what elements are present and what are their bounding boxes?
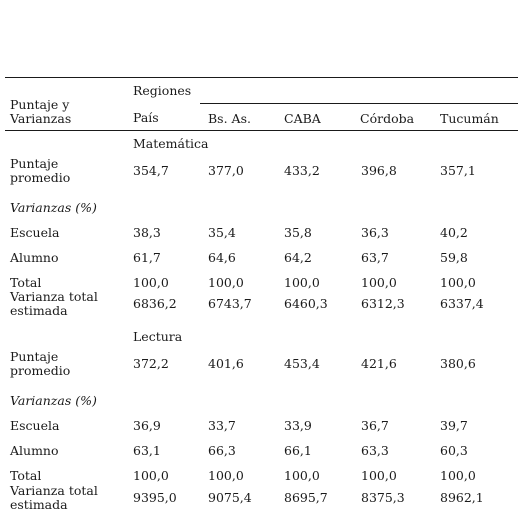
table-cell: 9395,0	[133, 490, 177, 505]
table-cell: 36,7	[361, 418, 389, 433]
column-header-pais: País	[133, 110, 159, 125]
table-cell: 40,2	[440, 225, 468, 240]
row-label: Varianzas (%)	[10, 201, 97, 215]
row-label-line: Total	[10, 275, 42, 290]
row-label-line: Varianzas (%)	[10, 200, 97, 215]
row-label-line: Escuela	[10, 418, 60, 433]
top-rule	[5, 77, 518, 78]
table-cell: 396,8	[361, 163, 397, 178]
table-cell: 9075,4	[208, 490, 252, 505]
table-cell: 33,7	[208, 418, 236, 433]
table-cell: 100,0	[361, 275, 397, 290]
table-cell: 38,3	[133, 225, 161, 240]
section-label: Matemática	[133, 136, 209, 151]
table-cell: 421,6	[361, 356, 397, 371]
row-label-line: Alumno	[10, 443, 59, 458]
row-label: Alumno	[10, 251, 59, 265]
column-header-cordoba: Córdoba	[360, 111, 415, 126]
table-cell: 60,3	[440, 443, 468, 458]
table-cell: 6743,7	[208, 296, 252, 311]
row-label-line: Alumno	[10, 250, 59, 265]
table-cell: 8375,3	[361, 490, 405, 505]
table-cell: 100,0	[208, 468, 244, 483]
table-cell: 66,1	[284, 443, 312, 458]
table-cell: 372,2	[133, 356, 169, 371]
table-cell: 64,6	[208, 250, 236, 265]
table-cell: 36,3	[361, 225, 389, 240]
table-cell: 35,4	[208, 225, 236, 240]
column-header-bs-as: Bs. As.	[208, 111, 251, 126]
table-cell: 433,2	[284, 163, 320, 178]
table-cell: 36,9	[133, 418, 161, 433]
table-cell: 453,4	[284, 356, 320, 371]
stub-header-line: Puntaje y	[10, 97, 70, 112]
table-cell: 66,3	[208, 443, 236, 458]
table-cell: 39,7	[440, 418, 468, 433]
row-label-line: Puntaje	[10, 349, 59, 364]
table-cell: 377,0	[208, 163, 244, 178]
row-label-line: Varianzas (%)	[10, 393, 97, 408]
table-cell: 100,0	[208, 275, 244, 290]
row-label-line: Total	[10, 468, 42, 483]
row-label-line: Varianza total	[10, 289, 98, 304]
table-cell: 64,2	[284, 250, 312, 265]
table-cell: 35,8	[284, 225, 312, 240]
row-label: Escuela	[10, 226, 59, 240]
table-cell: 33,9	[284, 418, 312, 433]
table-cell: 8695,7	[284, 490, 328, 505]
table-cell: 100,0	[284, 275, 320, 290]
table-cell: 357,1	[440, 163, 476, 178]
row-label-line: estimada	[10, 497, 68, 512]
row-label: Varianza total estimada	[10, 484, 98, 512]
column-header-tucuman: Tucumán	[440, 111, 499, 126]
table-cell: 100,0	[284, 468, 320, 483]
row-label-line: Varianza total	[10, 483, 98, 498]
table-cell: 6337,4	[440, 296, 484, 311]
column-header-caba: CABA	[284, 111, 321, 126]
stub-header-line: Varianzas	[10, 111, 72, 126]
row-label-line: promedio	[10, 170, 71, 185]
row-label: Total	[10, 276, 41, 290]
table-cell: 8962,1	[440, 490, 484, 505]
table-cell: 100,0	[361, 468, 397, 483]
regions-rule	[200, 103, 518, 104]
table-cell: 100,0	[440, 468, 476, 483]
table-cell: 6460,3	[284, 296, 328, 311]
header-bottom-rule	[5, 130, 518, 131]
table-cell: 63,3	[361, 443, 389, 458]
table-cell: 61,7	[133, 250, 161, 265]
row-label: Total	[10, 469, 41, 483]
table-cell: 100,0	[133, 468, 169, 483]
table-cell: 401,6	[208, 356, 244, 371]
table-cell: 63,7	[361, 250, 389, 265]
regions-header: Regiones	[133, 83, 192, 98]
row-label: Puntaje promedio	[10, 157, 70, 185]
row-label: Escuela	[10, 419, 59, 433]
row-label-line: Puntaje	[10, 156, 59, 171]
stub-header: Puntaje y Varianzas	[10, 98, 71, 126]
table-cell: 6312,3	[361, 296, 405, 311]
row-label: Alumno	[10, 444, 59, 458]
table-cell: 100,0	[133, 275, 169, 290]
table-cell: 380,6	[440, 356, 476, 371]
row-label: Varianza total estimada	[10, 290, 98, 318]
row-label-line: promedio	[10, 363, 71, 378]
row-label: Puntaje promedio	[10, 350, 70, 378]
row-label: Varianzas (%)	[10, 394, 97, 408]
table-cell: 6836,2	[133, 296, 177, 311]
section-label: Lectura	[133, 329, 183, 344]
table-cell: 63,1	[133, 443, 161, 458]
row-label-line: estimada	[10, 303, 68, 318]
row-label-line: Escuela	[10, 225, 60, 240]
table-cell: 100,0	[440, 275, 476, 290]
table-cell: 59,8	[440, 250, 468, 265]
table-cell: 354,7	[133, 163, 169, 178]
